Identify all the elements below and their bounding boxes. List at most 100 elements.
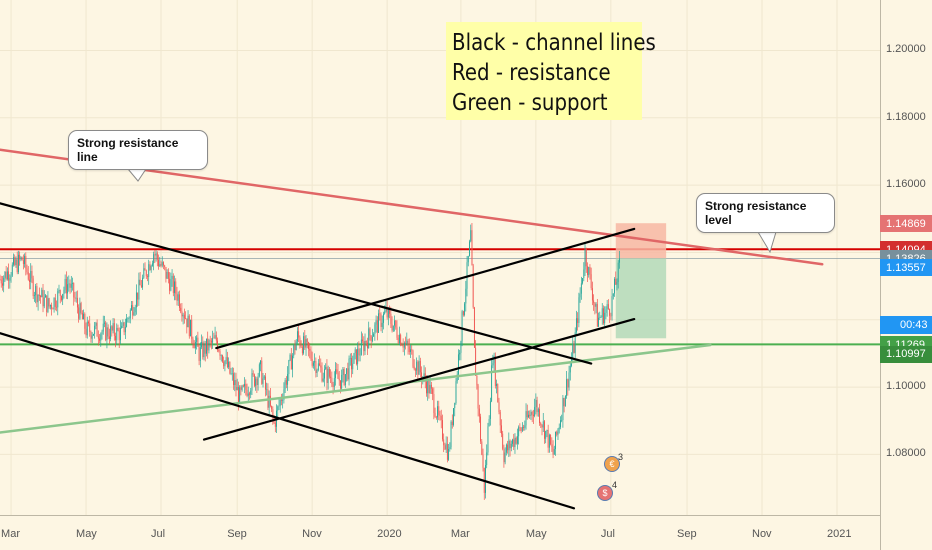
candle-body: [502, 433, 504, 449]
us-flag-icon[interactable]: $: [597, 485, 613, 501]
candle-body: [197, 337, 199, 347]
candle-body: [190, 319, 191, 337]
candle-body: [214, 335, 216, 339]
candle-body: [182, 314, 184, 317]
candle-body: [400, 334, 402, 346]
candle-body: [373, 333, 375, 337]
candle-body: [193, 344, 195, 349]
strong-resistance-line-callout[interactable]: Strong resistance line: [68, 130, 208, 170]
candle-body: [89, 323, 91, 332]
candle-body: [100, 334, 102, 341]
candle-body: [293, 345, 295, 356]
candle-body: [271, 405, 273, 410]
candle-body: [451, 421, 453, 425]
candle-body: [562, 397, 564, 421]
candle-body: [315, 361, 317, 373]
candle-body: [545, 431, 547, 439]
candle-body: [343, 368, 345, 385]
candle-body: [46, 295, 48, 312]
candle-body: [75, 297, 77, 299]
candle-body: [88, 321, 89, 324]
trend-lines[interactable]: [0, 148, 824, 510]
candle-body: [499, 412, 501, 426]
candle-body: [164, 265, 166, 267]
candle-body: [49, 305, 51, 307]
candle-body: [351, 357, 352, 370]
candle-body: [83, 313, 85, 320]
candle-body: [594, 302, 596, 307]
candle-body: [222, 355, 223, 362]
candle-body: [534, 407, 536, 416]
candle-body: [587, 266, 588, 276]
candle-body: [111, 326, 113, 331]
channel-line: [202, 317, 636, 441]
candle-body: [389, 308, 391, 314]
candle-body: [418, 360, 420, 375]
candle-body: [64, 278, 66, 290]
candle-body: [226, 357, 228, 368]
candle-body: [65, 278, 67, 294]
candle-body: [74, 297, 76, 299]
candle-body: [561, 420, 563, 421]
candle-body: [591, 288, 593, 301]
candle-body: [487, 426, 489, 453]
candle-body: [38, 294, 40, 296]
candle-body: [428, 379, 430, 394]
legend-line-support: Green - support: [452, 90, 608, 116]
candle-body: [234, 380, 236, 386]
candle-body: [465, 288, 467, 304]
candle-body: [324, 369, 325, 379]
candle-body: [107, 327, 109, 337]
candle-body: [217, 340, 218, 351]
candle-body: [250, 390, 252, 395]
candle-body: [386, 307, 388, 318]
candle-body: [326, 366, 328, 384]
candle-body: [363, 341, 365, 352]
candle-body: [353, 353, 355, 364]
candle-body: [253, 374, 255, 386]
candle-body: [81, 312, 83, 320]
candle-body: [397, 337, 399, 343]
candle-body: [408, 346, 410, 353]
candle-body: [287, 374, 289, 385]
candle-body: [551, 444, 553, 447]
dividend-icon[interactable]: €: [604, 456, 620, 472]
candle-body: [206, 338, 207, 354]
candle-body: [544, 421, 545, 439]
candle-body: [412, 350, 414, 367]
candle-body: [143, 268, 145, 278]
candle-body: [515, 437, 517, 444]
candle-body: [21, 257, 23, 261]
candle-body: [27, 272, 29, 280]
candle-body: [295, 341, 297, 351]
strong-resistance-level-callout[interactable]: Strong resistance level: [696, 193, 835, 233]
candle-body: [383, 313, 384, 323]
candle-body: [614, 278, 615, 294]
candle-body: [391, 323, 393, 331]
candle-body: [140, 285, 142, 288]
callout-tail: [126, 168, 147, 182]
price-tag: 1.13557: [880, 259, 932, 277]
candle-body: [30, 270, 32, 282]
candle-body: [316, 369, 318, 373]
candle-body: [279, 399, 281, 406]
candle-body: [26, 268, 28, 273]
candle-body: [237, 387, 239, 403]
candle-body: [478, 408, 480, 417]
x-tick-label: Sep: [227, 528, 247, 540]
candle-body: [610, 315, 612, 317]
candle-body: [224, 360, 226, 367]
candle-body: [106, 327, 108, 341]
candle-body: [505, 444, 507, 453]
candle-body: [486, 452, 488, 466]
candle-body: [406, 340, 408, 344]
candle-body: [156, 253, 158, 260]
candle-body: [56, 306, 57, 308]
candle-body: [322, 378, 324, 382]
x-tick-label: Nov: [752, 528, 772, 540]
candle-body: [113, 323, 115, 336]
candle-body: [119, 327, 121, 341]
candle-body: [236, 387, 238, 391]
candle-body: [85, 328, 87, 336]
